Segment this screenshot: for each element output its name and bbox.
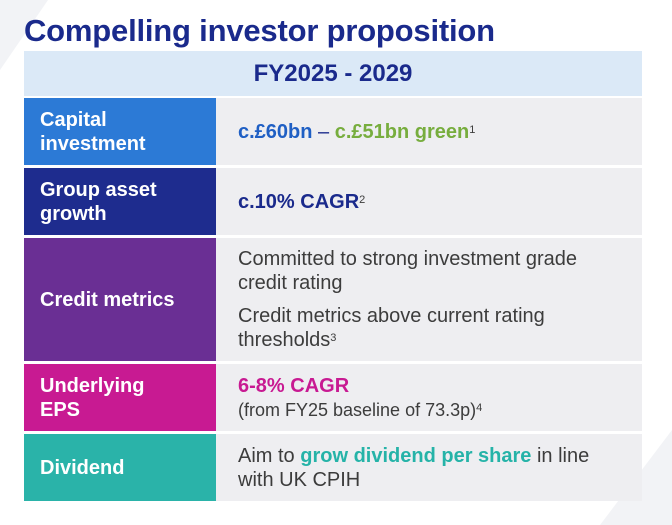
row-label-capital-investment: Capital investment <box>24 98 216 165</box>
footnote-4: 4 <box>476 401 483 414</box>
row-label-text: Underlying EPS <box>40 374 145 421</box>
capital-separator: – <box>312 120 335 143</box>
period-header-text: FY2025 - 2029 <box>253 59 413 87</box>
credit-line-2: Credit metrics above current rating thre… <box>238 305 545 351</box>
period-header: FY2025 - 2029 <box>24 51 642 96</box>
row-capital-investment: Capital investment c.£60bn – c.£51bn gre… <box>24 98 642 165</box>
dividend-highlight: grow dividend per share <box>300 444 532 467</box>
row-content-capital-investment: c.£60bn – c.£51bn green1 <box>216 98 642 165</box>
row-dividend: Dividend Aim to grow dividend per share … <box>24 434 642 501</box>
row-label-credit-metrics: Credit metrics <box>24 238 216 361</box>
row-group-asset-growth: Group asset growth c.10% CAGR2 <box>24 168 642 235</box>
capital-green-value: c.£51bn green <box>334 120 470 143</box>
row-label-underlying-eps: Underlying EPS <box>24 364 216 431</box>
row-credit-metrics: Credit metrics Committed to strong inves… <box>24 238 642 361</box>
row-label-text: Credit metrics <box>40 288 175 311</box>
capital-total-value: c.£60bn <box>238 120 313 143</box>
page-title: Compelling investor proposition <box>24 13 495 48</box>
footnote-2: 2 <box>359 193 366 206</box>
row-label-text: Group asset growth <box>40 178 157 225</box>
row-label-group-asset-growth: Group asset growth <box>24 168 216 235</box>
asset-growth-value: c.10% CAGR <box>238 190 360 213</box>
row-underlying-eps: Underlying EPS 6-8% CAGR (from FY25 base… <box>24 364 642 431</box>
row-label-dividend: Dividend <box>24 434 216 501</box>
eps-baseline: (from FY25 baseline of 73.3p) <box>238 399 477 420</box>
footnote-3: 3 <box>330 332 337 344</box>
row-content-group-asset-growth: c.10% CAGR2 <box>216 168 642 235</box>
row-content-dividend: Aim to grow dividend per share in line w… <box>216 434 642 501</box>
footnote-1: 1 <box>469 123 476 136</box>
eps-value: 6-8% CAGR <box>238 374 350 397</box>
row-content-underlying-eps: 6-8% CAGR (from FY25 baseline of 73.3p)4 <box>216 364 642 431</box>
dividend-text-after: in line with UK CPIH <box>238 444 590 491</box>
row-content-credit-metrics: Committed to strong investment grade cre… <box>216 238 642 361</box>
dividend-text-before: Aim to <box>238 444 301 467</box>
row-label-text: Capital investment <box>40 108 146 155</box>
row-label-text: Dividend <box>40 456 125 479</box>
credit-line-1: Committed to strong investment grade cre… <box>238 248 578 294</box>
